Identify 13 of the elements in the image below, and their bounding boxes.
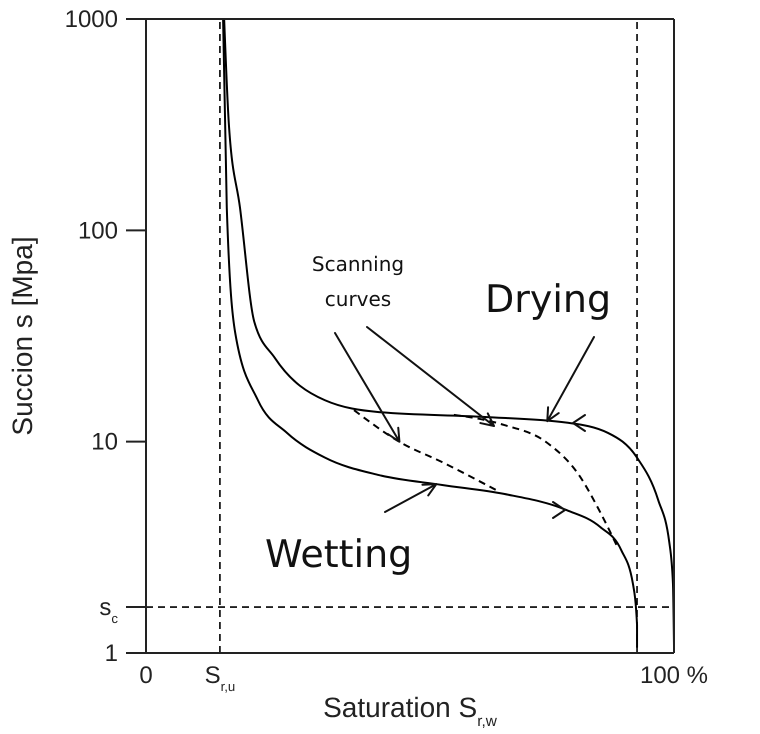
y-tick-label: 1000 [64,6,118,33]
y-axis-title: Succion s [Mpa] [7,236,38,436]
y-tick-label: 10 [91,428,118,456]
annotation: Drying [485,277,612,321]
x-tick-label: S$_{r,u}$ [204,662,236,694]
y-tick-label: 100 [78,217,118,244]
y-tick-label: 1 [104,640,118,667]
y-tick-label: s$_{c}$ [99,594,118,626]
annotation: Scanning curves [312,252,404,311]
x-axis-title: Saturation S$_{r,w}$ [323,692,498,730]
annotation: Wetting [265,532,412,576]
x-tick-label: 100 % [640,662,708,689]
x-tick-label: 0 [139,662,153,689]
